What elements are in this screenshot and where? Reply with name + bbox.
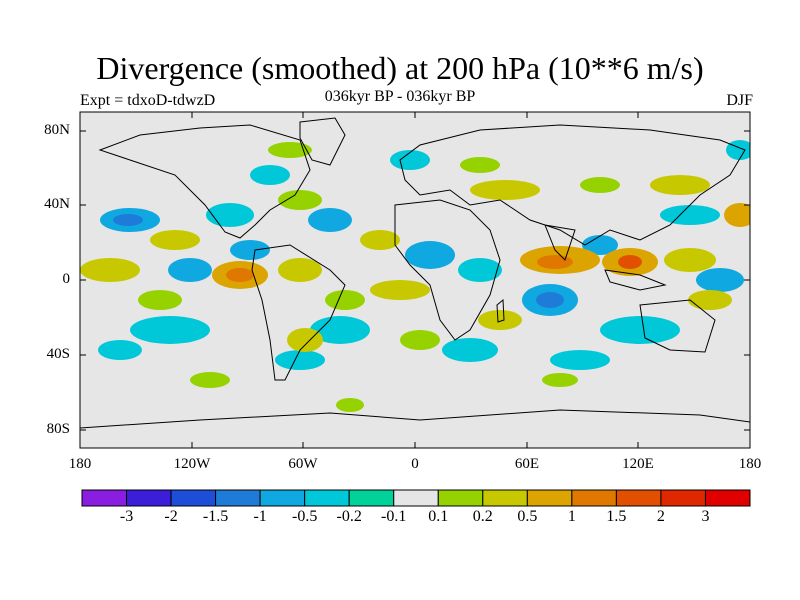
colorbar-swatch (393, 489, 439, 507)
coastlines (80, 117, 750, 429)
colorbar-swatch (215, 489, 261, 507)
colorbar-swatch (304, 489, 350, 507)
latitude-ticks (80, 130, 750, 431)
colorbar-swatch (259, 489, 306, 507)
lat-label-80n: 80N (44, 122, 70, 138)
colorbar-label: -2 (164, 508, 178, 525)
lon-label-120w: 120W (173, 456, 211, 472)
experiment-label: Expt = tdxoD-tdwzD (80, 92, 216, 109)
lon-label-0: 0 (411, 456, 419, 472)
colorbar-swatch (170, 489, 217, 507)
colorbar-swatch (704, 489, 751, 507)
colorbar-label: -3 (119, 508, 134, 525)
colorbar-label: 3 (701, 508, 710, 525)
colorbar-label: 0.2 (472, 508, 493, 525)
lon-label-180w: 180 (68, 456, 92, 472)
colorbar-label: 1.5 (606, 508, 627, 525)
map-title: Divergence (smoothed) at 200 hPa (10**6 … (96, 50, 704, 86)
colorbar-swatch (615, 489, 662, 507)
lon-label-120e: 120E (622, 456, 654, 472)
colorbar-swatch (482, 489, 528, 507)
season-label: DJF (726, 92, 753, 109)
colorbar-swatch (660, 489, 706, 507)
colorbar-label: -1.5 (202, 508, 229, 525)
colorbar-label: -0.1 (381, 508, 407, 525)
lon-label-60w: 60W (288, 456, 318, 472)
divergence-field (80, 117, 750, 429)
lat-label-40s: 40S (46, 346, 70, 362)
divergence-patches (80, 140, 750, 412)
colorbar-label: 1 (567, 508, 576, 525)
colorbar-swatch (81, 489, 128, 507)
lat-label-eq: 0 (62, 271, 71, 287)
period-label: 036kyr BP - 036kyr BP (324, 88, 476, 105)
lat-label-40n: 40N (44, 196, 70, 212)
colorbar-swatch (126, 489, 172, 507)
colorbar (81, 489, 751, 507)
colorbar-swatch (571, 489, 617, 507)
colorbar-label: -0.5 (291, 508, 318, 525)
lon-label-180e: 180 (738, 456, 762, 472)
colorbar-swatch (437, 489, 484, 507)
colorbar-label: 2 (656, 508, 665, 525)
colorbar-label: 0.5 (517, 508, 538, 525)
longitude-ticks (191, 112, 639, 448)
colorbar-label: -1 (253, 508, 267, 525)
lat-label-80s: 80S (46, 421, 70, 437)
colorbar-label: -0.2 (336, 508, 362, 525)
colorbar-swatch (526, 489, 573, 507)
colorbar-swatch (348, 489, 395, 507)
lon-label-60e: 60E (514, 456, 540, 472)
colorbar-label: 0.1 (428, 508, 449, 525)
